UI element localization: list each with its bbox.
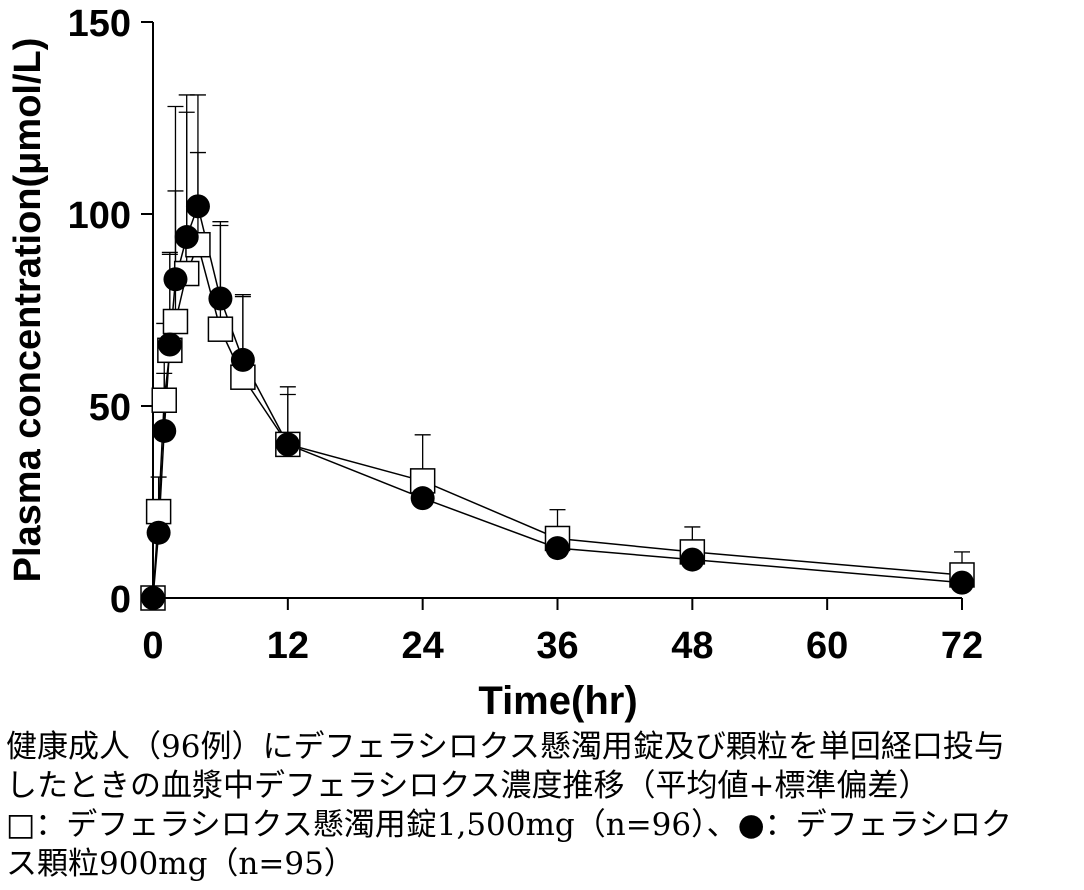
data-point-square — [162, 308, 189, 335]
data-point-square — [151, 387, 177, 413]
data-point-circle — [185, 194, 210, 219]
axes: 0 50 100 150 0 12 24 36 48 60 72 — [68, 3, 984, 667]
x-axis-label: Time(hr) — [478, 679, 637, 723]
data-point-circle — [230, 347, 255, 372]
plasma-concentration-chart: 0 50 100 150 0 12 24 36 48 60 72 Time(hr) Plasma c… — [7, 3, 984, 723]
data-point-circle — [410, 486, 435, 511]
x-tick-label: 24 — [402, 625, 444, 667]
data-point-square — [207, 316, 234, 342]
error-bars — [150, 94, 970, 583]
data-point-circle — [545, 536, 570, 561]
data-point-circle — [152, 418, 177, 443]
caption-line: 健康成人（96例）にデフェラシロクス懸濁用錠及び顆粒を単回経口投与 — [6, 729, 1005, 765]
caption-line: したときの血漿中デフェラシロクス濃度推移（平均値+標準偏差） — [6, 768, 930, 804]
y-axis-label: Plasma concentration(μmol/L) — [7, 38, 49, 583]
y-tick-label: 50 — [89, 387, 131, 429]
data-point-circle — [157, 332, 182, 357]
data-point-circle — [163, 267, 188, 292]
data-point-circle — [141, 586, 165, 610]
data-point-circle — [174, 225, 199, 250]
y-tick-label: 100 — [68, 195, 131, 237]
x-tick-label: 0 — [142, 625, 163, 667]
data-point-circle — [680, 547, 705, 572]
data-point-circle — [275, 432, 300, 457]
figure-caption: 健康成人（96例）にデフェラシロクス懸濁用錠及び顆粒を単回経口投与 したときの血… — [6, 728, 1080, 884]
y-tick-label: 150 — [68, 3, 131, 45]
data-point-circle — [208, 286, 233, 311]
caption-line: ス顆粒900mg（n=95） — [6, 846, 355, 882]
x-tick-label: 60 — [806, 625, 848, 667]
data-point-circle — [146, 520, 171, 545]
caption-line: □：デフェラシロクス懸濁用錠1,500mg（n=96）、●：デフェラシロク — [6, 807, 1013, 843]
data-point-circle — [950, 570, 974, 595]
x-tick-label: 36 — [536, 625, 578, 667]
x-tick-label: 48 — [671, 625, 713, 667]
data-point-square — [145, 498, 172, 525]
y-tick-label: 0 — [110, 579, 131, 621]
x-tick-label: 72 — [941, 625, 983, 667]
data-markers — [140, 194, 975, 611]
x-tick-label: 12 — [267, 625, 309, 667]
